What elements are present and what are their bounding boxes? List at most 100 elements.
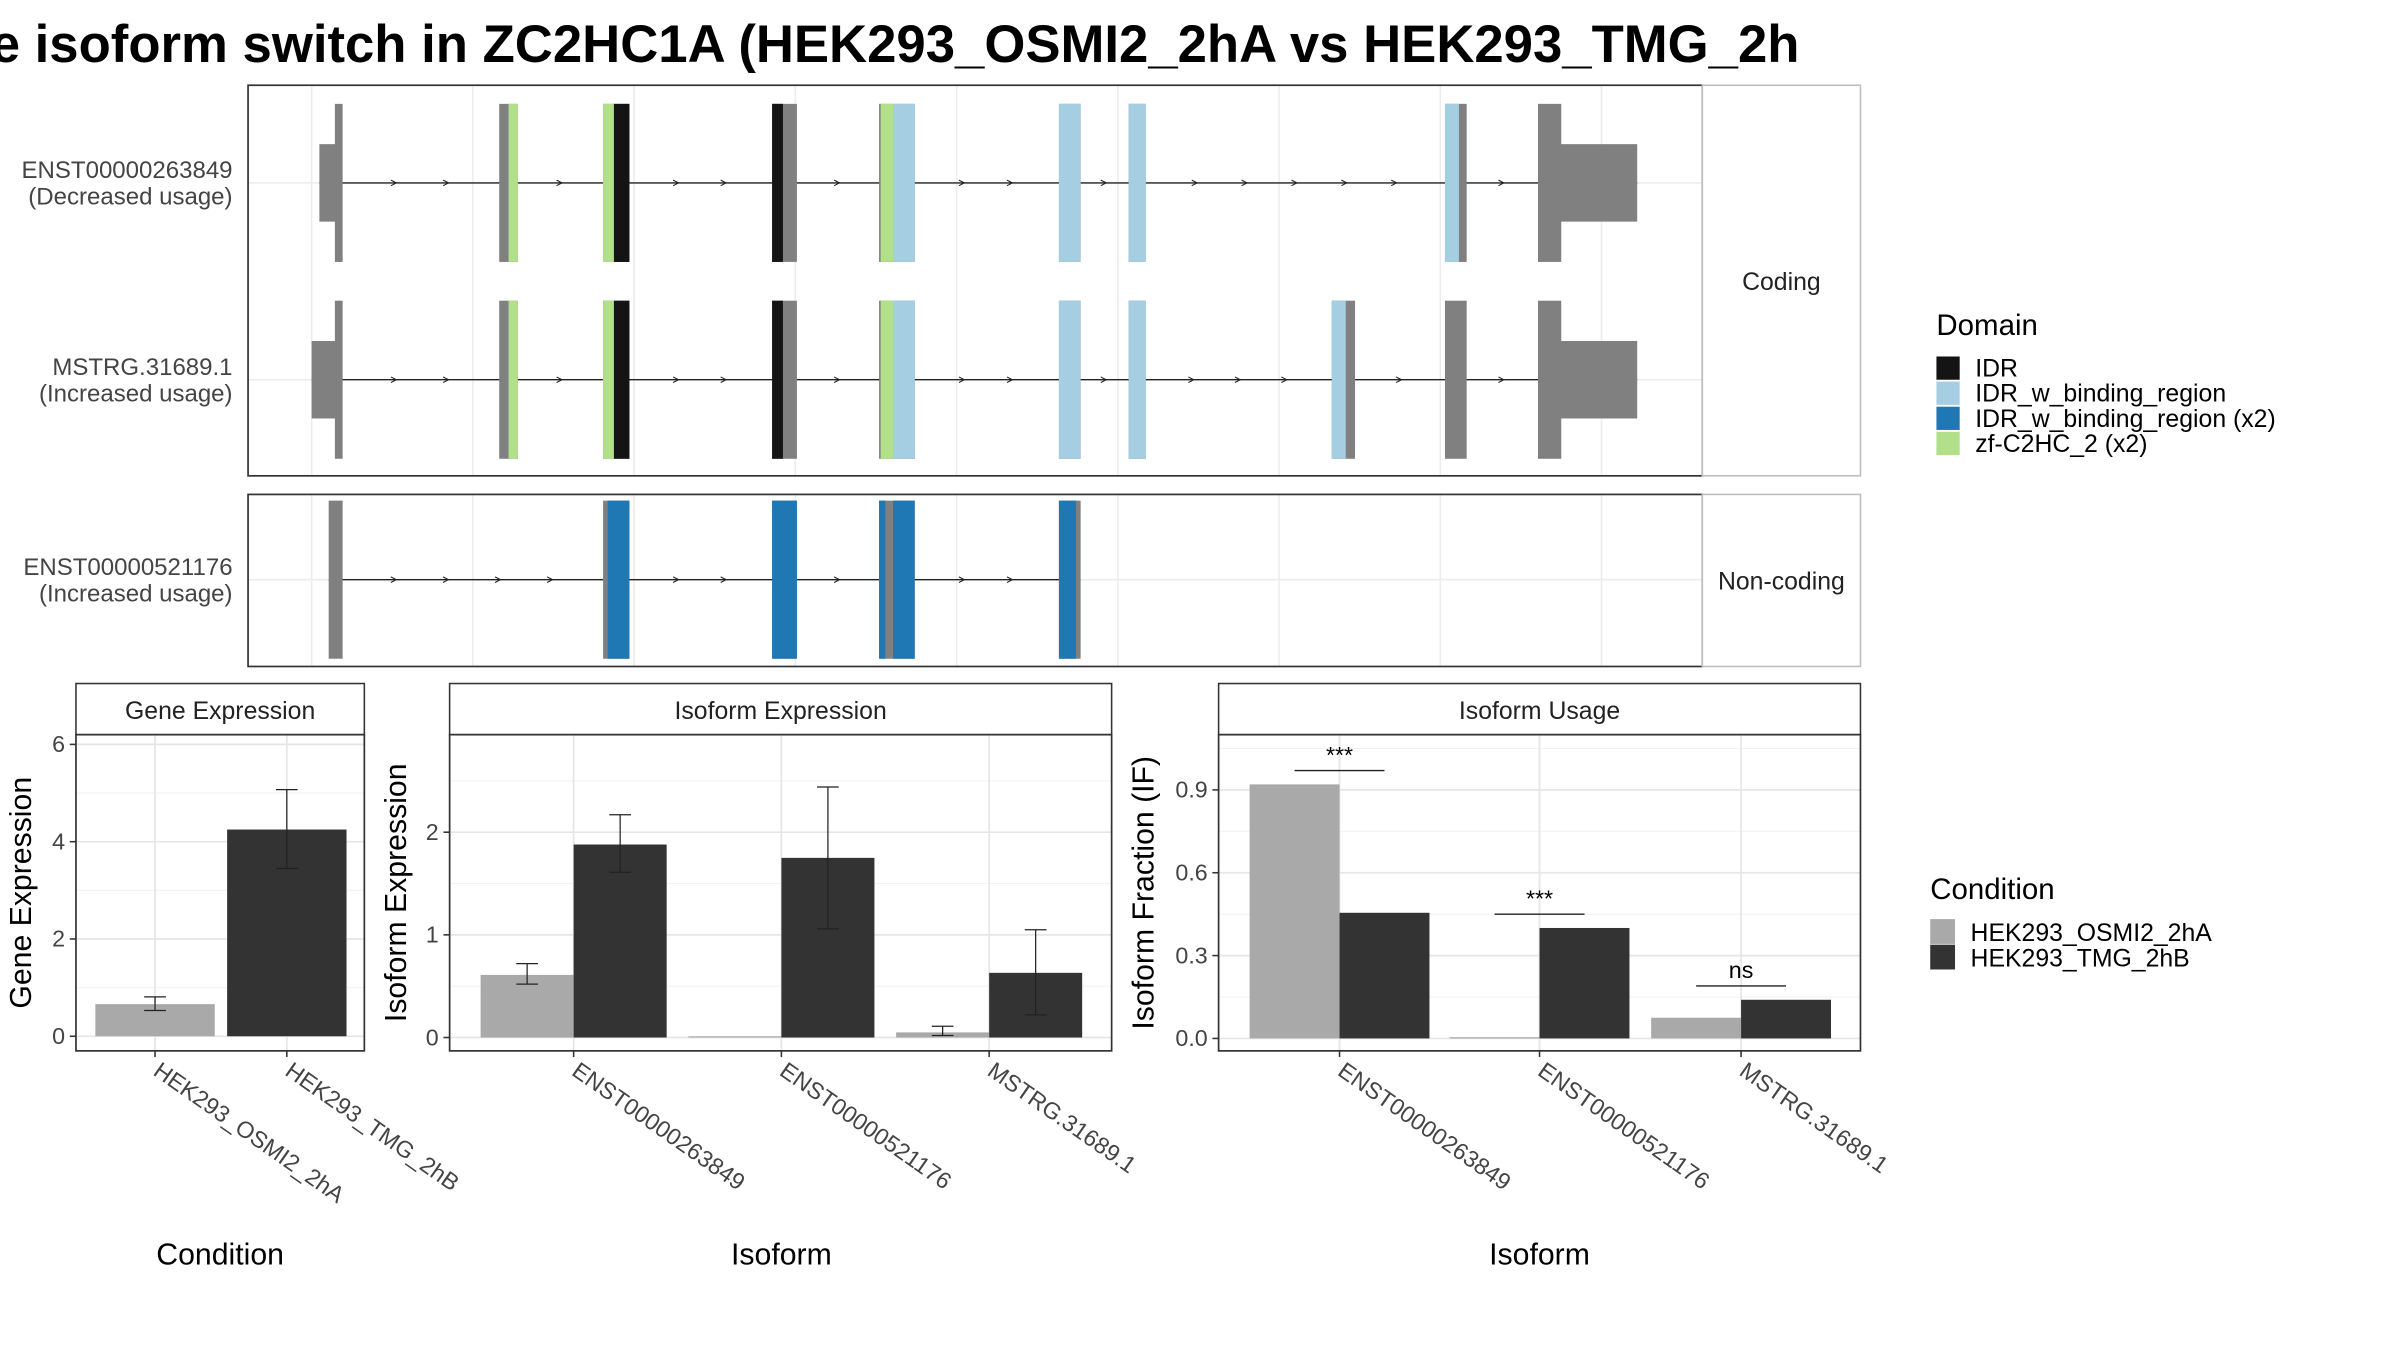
intron-arrow	[1100, 376, 1108, 384]
intron-arrow	[958, 376, 966, 384]
intron-arrow	[833, 576, 841, 583]
y-tick-label: 0.0	[1175, 1025, 1207, 1051]
transcript-usage: (Decreased usage)	[28, 184, 232, 211]
panel-border	[75, 733, 366, 1052]
domain-segment	[1128, 300, 1146, 459]
legend-label: zf-C2HC_2 (x2)	[1975, 431, 2147, 458]
domain-segment	[508, 103, 518, 262]
strip-label: Coding	[1742, 269, 1821, 296]
domain-segment	[1058, 500, 1076, 659]
intron-arrow	[556, 179, 564, 187]
legend-key	[1936, 431, 1960, 456]
x-tick-label: MSTRG.31689.1	[983, 1057, 1141, 1178]
domain-segment	[613, 103, 630, 262]
transcript-name: ENST00000263849	[22, 157, 233, 184]
intron-arrow	[672, 179, 680, 187]
y-tick-label: 6	[52, 731, 65, 757]
y-tick-label: 0	[426, 1024, 439, 1050]
intron-arrow	[442, 376, 450, 384]
y-tick-label: 0.3	[1175, 942, 1207, 968]
bar	[1741, 999, 1832, 1039]
domain-segment	[893, 500, 915, 659]
bar	[688, 1036, 782, 1038]
structure-panel: ENST00000263849(Decreased usage) MSTRG.31…	[22, 84, 1862, 477]
intron-arrow	[1281, 376, 1289, 384]
panel-strip	[1217, 682, 1862, 736]
exon	[328, 500, 343, 659]
domain-segment	[603, 103, 614, 262]
transcript-usage: (Increased usage)	[39, 580, 233, 607]
domain-segment	[893, 103, 915, 262]
legend-label: HEK293_OSMI2_2hA	[1971, 920, 2213, 947]
bar	[1539, 927, 1630, 1039]
utr-exon	[1559, 340, 1638, 419]
domain-segment	[1331, 300, 1346, 459]
intron-arrow	[1191, 179, 1199, 187]
legend-label: IDR_w_binding_region (x2)	[1975, 406, 2276, 433]
y-tick-label: 0.6	[1175, 859, 1207, 885]
strip-box	[1701, 493, 1862, 668]
x-tick-label: ENST00000263849	[568, 1057, 750, 1195]
intron-arrow	[1341, 179, 1348, 187]
bar	[1339, 912, 1430, 1039]
bar	[1651, 1017, 1742, 1039]
transcript-usage: (Increased usage)	[39, 380, 233, 407]
intron-arrow	[720, 376, 728, 384]
legend-key	[1930, 919, 1956, 944]
domain-segment	[772, 500, 797, 659]
domain-segment	[1058, 300, 1081, 459]
panel-title: Gene Expression	[125, 698, 315, 725]
panel-title: Isoform Expression	[674, 698, 886, 725]
intron-arrow	[1390, 179, 1398, 187]
legend-key	[1930, 944, 1956, 970]
y-axis-title: Gene Expression	[5, 777, 38, 1009]
transcript-structure-plot: ENST00000263849(Decreased usage) MSTRG.31…	[22, 84, 1862, 668]
intron-arrow	[720, 179, 728, 187]
utr-exon	[319, 144, 337, 222]
y-tick-label: 2	[426, 819, 439, 845]
bar-panel: Isoform Expression 0 1 2 ENST00000263849 ENST…	[380, 682, 1141, 1272]
y-tick-label: 4	[52, 828, 65, 854]
x-axis-title: Isoform	[1489, 1239, 1590, 1272]
exon	[334, 300, 343, 459]
exon	[1537, 103, 1562, 262]
utr-exon	[1559, 144, 1638, 222]
exon	[334, 103, 343, 262]
bar	[1449, 1037, 1540, 1039]
legend-key	[1936, 406, 1960, 430]
transcript-row: ENST00000521176(Increased usage)	[23, 500, 1081, 659]
x-tick-label: ENST00000521176	[1534, 1057, 1715, 1194]
bar-panel: Gene Expression0246HEK293_OSMI2_2hAHEK29…	[5, 682, 464, 1272]
domain-segment	[893, 300, 915, 459]
intron-arrow	[1498, 179, 1506, 187]
intron-arrow	[833, 179, 841, 187]
exon	[1537, 300, 1562, 459]
intron-arrow	[494, 576, 502, 583]
domain-segment	[603, 300, 614, 459]
intron-arrow	[1241, 179, 1249, 187]
intron-arrow	[833, 376, 841, 384]
legend-key	[1936, 381, 1960, 405]
domain-segment	[772, 300, 783, 459]
bar-panel: Isoform Usage *** *** ns 0.0 0.3 0.6 0.9 ENST000…	[1127, 682, 1893, 1272]
domain-legend: Domain IDRIDR_w_binding_regionIDR_w_bind…	[1936, 309, 2276, 458]
intron-arrow	[720, 576, 728, 583]
y-tick-label: 0.9	[1175, 777, 1207, 803]
y-tick-label: 1	[426, 922, 439, 948]
intron-arrow	[390, 376, 398, 384]
y-axis-title: Isoform Fraction (IF)	[1127, 756, 1160, 1030]
x-axis-title: Isoform	[731, 1239, 832, 1272]
panel-strip	[448, 682, 1113, 736]
condition-legend-title: Condition	[1930, 873, 2054, 906]
intron-arrow	[1006, 576, 1014, 583]
domain-segment	[772, 103, 783, 262]
x-tick-label: MSTRG.31689.1	[1735, 1057, 1893, 1178]
strip-label: Non-coding	[1718, 569, 1845, 596]
panel-title: Isoform Usage	[1459, 698, 1620, 725]
domain-segment	[613, 300, 630, 459]
domain-segment	[1058, 103, 1081, 262]
intron-arrow	[556, 376, 564, 384]
legend-label: IDR_w_binding_region	[1975, 381, 2226, 408]
intron-arrow	[1234, 376, 1242, 384]
